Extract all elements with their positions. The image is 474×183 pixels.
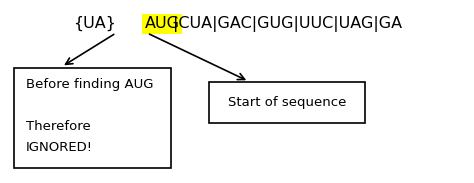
Bar <box>209 82 365 123</box>
Text: Before finding AUG: Before finding AUG <box>26 78 154 91</box>
Text: AUG: AUG <box>145 16 180 31</box>
Text: |CUA|GAC|GUG|UUC|UAG|GA: |CUA|GAC|GUG|UUC|UAG|GA <box>173 16 402 32</box>
Text: Therefore: Therefore <box>26 120 91 133</box>
Text: IGNORED!: IGNORED! <box>26 141 93 154</box>
Text: {UA}: {UA} <box>73 16 116 31</box>
Text: Start of sequence: Start of sequence <box>228 96 346 109</box>
Bar <box>14 68 171 168</box>
